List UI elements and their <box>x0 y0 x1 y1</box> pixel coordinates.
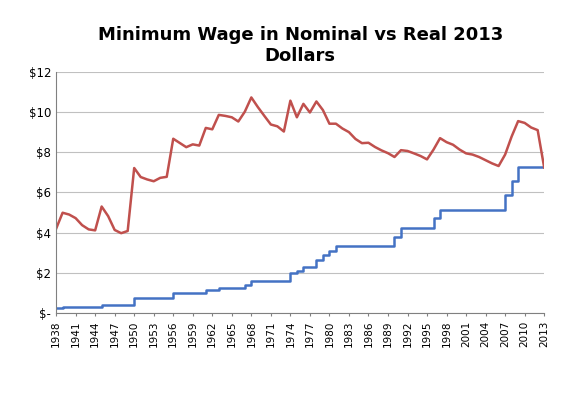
Title: Minimum Wage in Nominal vs Real 2013
Dollars: Minimum Wage in Nominal vs Real 2013 Dol… <box>98 26 503 65</box>
